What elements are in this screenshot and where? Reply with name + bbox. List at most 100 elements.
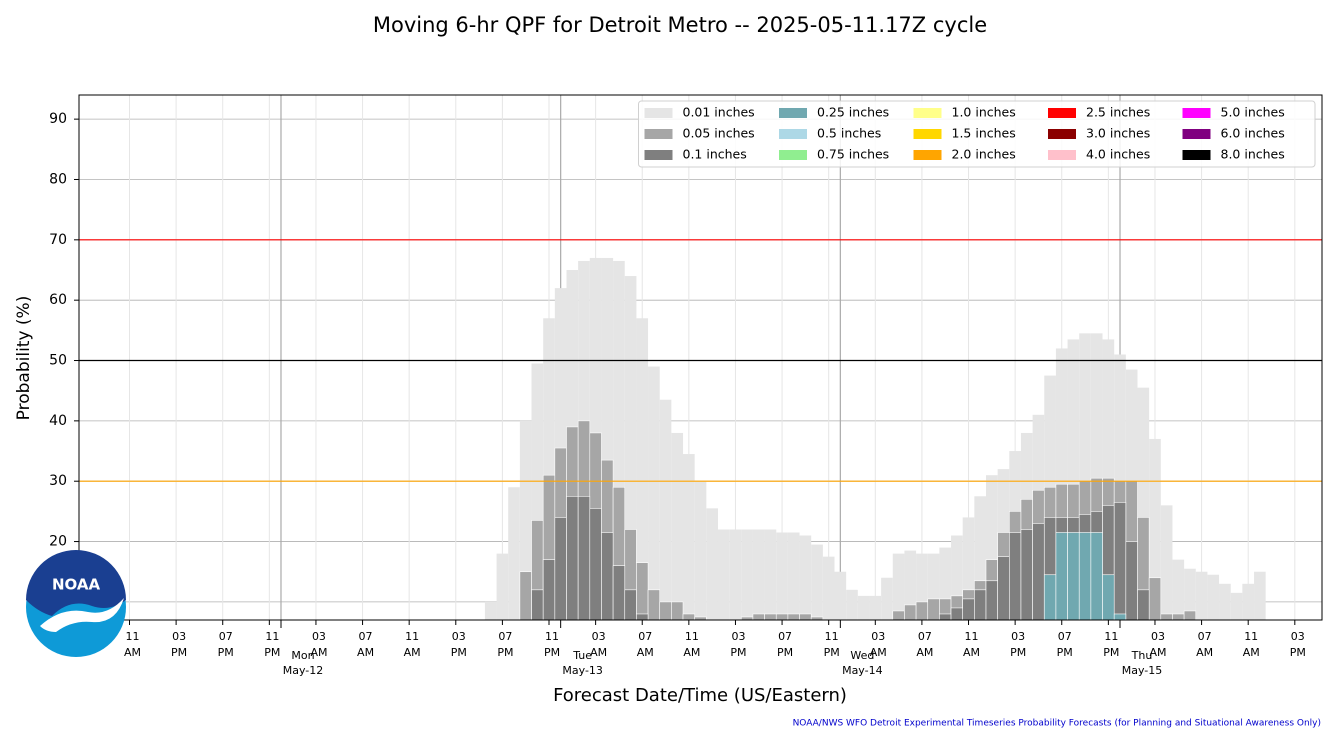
bar [659,601,672,620]
x-axis-label: Forecast Date/Time (US/Eastern) [553,685,847,706]
bar [1079,333,1091,620]
bar [822,556,835,620]
legend-label: 4.0 inches [1086,147,1150,162]
x-tick-label: 11 AM [683,630,700,659]
logo-text: NOAA [52,576,101,594]
legend-label: 2.0 inches [952,147,1016,162]
bar [648,366,660,620]
bar [612,565,626,620]
bar [997,556,1010,620]
bar [1183,610,1197,620]
legend-swatch [644,129,673,139]
bar [1149,438,1161,620]
bar [810,616,824,620]
bar [775,613,789,620]
bar [1078,532,1092,620]
bar [741,529,753,620]
bar [869,595,882,620]
y-axis-label: Probability (%) [14,296,34,421]
bar [694,616,707,620]
bar [671,432,684,620]
bar [636,562,649,620]
bar [601,532,614,620]
legend-label: 6.0 inches [1221,126,1285,141]
x-tick-label: 03 AM [310,630,327,659]
legend-swatch [1048,129,1076,139]
axes: 10203040506070809011AM03PM07PM11PM03AM07… [49,111,1306,677]
y-tick-label: 30 [49,473,67,489]
footer-note: NOAA/NWS WFO Detroit Experimental Timese… [793,719,1321,729]
bar [1032,523,1045,620]
bar [927,553,940,620]
y-tick-label: 60 [49,292,67,308]
bar [601,257,614,620]
x-tick-label: 07 AM [357,630,374,659]
x-tick-label: 11 AM [1243,630,1260,659]
bar [496,553,509,620]
bar [915,601,929,620]
bar [974,589,987,620]
y-tick-label: 40 [49,413,67,429]
day-label: Mon May-12 [283,649,324,677]
bar [531,589,544,620]
bar [1113,613,1127,620]
bar [1020,529,1033,620]
legend-swatch [1048,150,1076,160]
x-tick-label: 07 AM [916,630,933,659]
x-tick-label: 03 PM [1290,630,1306,659]
bar [1160,613,1173,620]
legend-label: 1.0 inches [952,105,1016,120]
x-tick-label: 11 PM [544,630,560,659]
x-tick-label: 03 AM [1149,630,1166,659]
legend-swatch [913,150,942,160]
bar [531,363,544,620]
y-tick-label: 50 [49,353,67,369]
bar [892,610,905,620]
legend-swatch [1048,108,1076,118]
x-tick-label: 11 PM [264,630,280,659]
x-tick-label: 07 PM [497,630,513,659]
legend-swatch [644,150,673,160]
bar [636,318,649,620]
bar [986,475,998,620]
legend-label: 0.25 inches [817,105,889,120]
bar [1254,571,1266,620]
bar [951,535,963,620]
bar [1219,583,1231,620]
bar [706,508,718,620]
bar [962,517,975,620]
legend-swatch [1182,129,1211,139]
bar [1195,571,1208,620]
logo-wave [40,598,124,632]
legend-label: 0.1 inches [683,147,747,162]
bar [1148,577,1162,620]
bar [787,613,800,620]
x-tick-label: 07 AM [1196,630,1213,659]
bar [1230,592,1243,620]
legend-label: 2.5 inches [1086,105,1150,120]
bar [764,613,777,620]
bar [811,544,823,620]
reference-lines [79,239,1322,482]
bar [1113,502,1127,620]
x-tick-label: 03 AM [590,630,607,659]
bar [1043,574,1057,620]
legend-swatch [1182,108,1211,118]
legend-swatch [644,108,673,118]
bar [950,607,963,620]
bar [624,589,637,620]
bar [904,550,917,620]
legend-swatch [779,129,807,139]
bar [694,481,707,620]
bar [1137,387,1150,620]
bar [589,508,602,620]
legend-swatch [779,150,807,160]
bar [671,601,684,620]
y-tick-label: 20 [49,534,67,550]
day-label: Wed May-14 [842,649,883,677]
bar [892,553,905,620]
bar [647,589,661,620]
legend-label: 0.01 inches [683,105,755,120]
